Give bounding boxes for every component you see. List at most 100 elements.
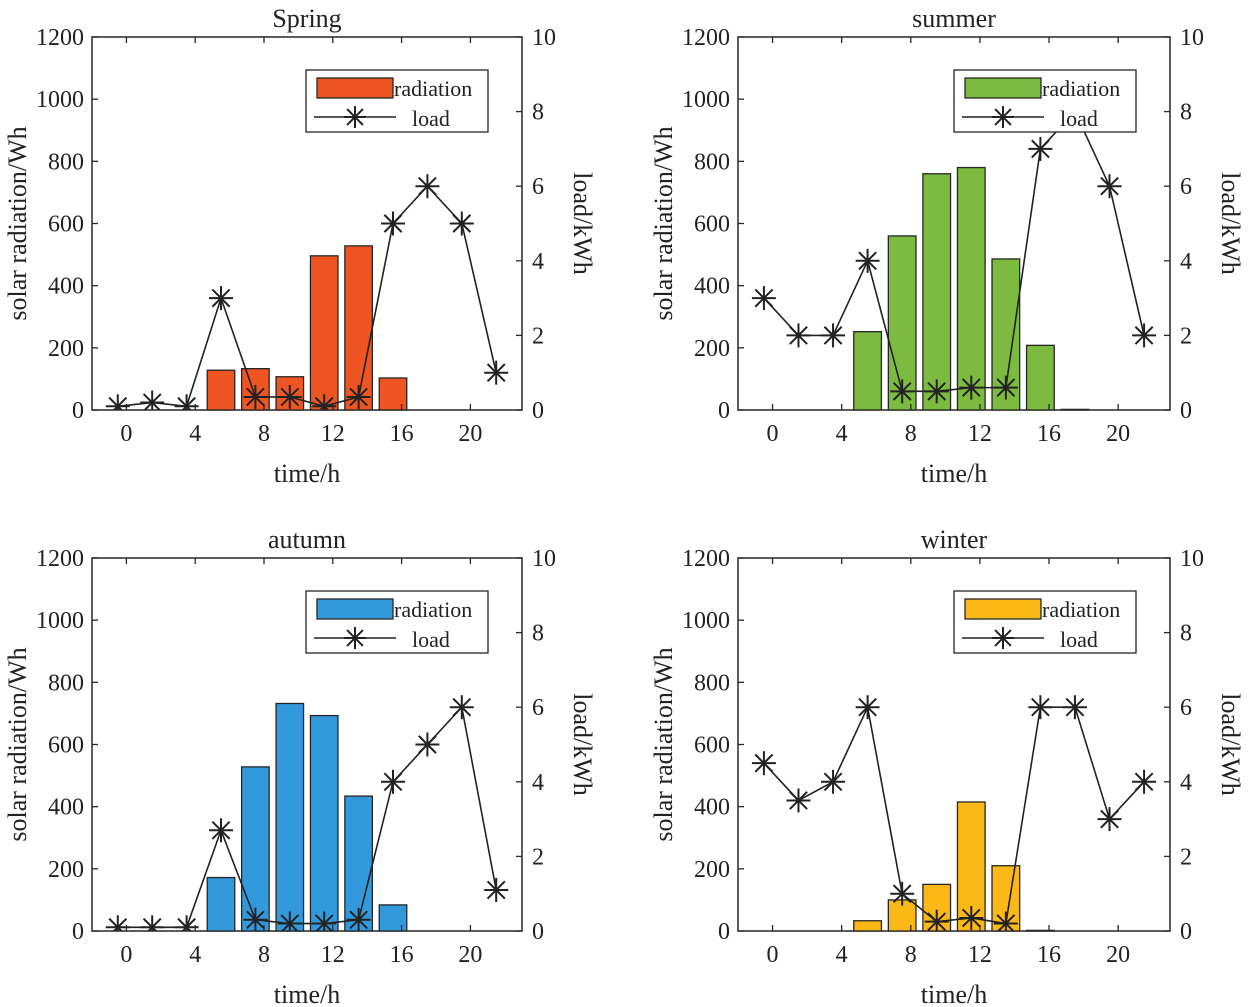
- bar: [309, 714, 339, 932]
- load-point: [993, 375, 1018, 400]
- x-tick-label: 12: [968, 421, 992, 447]
- load-point: [415, 732, 440, 757]
- y2-tick-label: 4: [1180, 770, 1192, 796]
- load-point-d2: [319, 396, 334, 410]
- legend-line-marker: [344, 627, 366, 649]
- bar: [922, 173, 952, 411]
- load-point-d2: [349, 910, 368, 930]
- load-point-d2: [823, 326, 843, 345]
- load-point: [821, 323, 846, 348]
- load-point: [821, 769, 846, 794]
- load-point-d2: [754, 753, 774, 773]
- x-tick-label: 0: [767, 421, 779, 447]
- y2-axis-label: load/kWh: [568, 693, 597, 796]
- load-point-d2: [418, 735, 437, 754]
- y-tick-label: 200: [694, 336, 730, 362]
- x-tick-label: 12: [321, 421, 345, 447]
- load-point: [381, 769, 405, 794]
- x-tick-label: 4: [189, 421, 201, 447]
- bar: [378, 377, 408, 411]
- legend-line-marker: [344, 106, 366, 128]
- y-tick-label: 400: [694, 274, 730, 300]
- x-tick-label: 4: [836, 942, 848, 968]
- legend-bar-swatch: [316, 77, 394, 99]
- load-series: [751, 695, 1157, 931]
- load-point-d2: [754, 288, 774, 308]
- load-point: [449, 211, 474, 236]
- load-point-d2: [383, 772, 403, 792]
- legend-line-marker-d2: [994, 629, 1012, 647]
- x-axis-label: time/h: [921, 980, 987, 1007]
- y2-tick-label: 2: [532, 844, 544, 870]
- load-point-d2: [181, 917, 196, 931]
- chart-title: autumn: [268, 525, 346, 554]
- load-point: [243, 384, 268, 409]
- load-point-d2: [349, 387, 368, 407]
- y-tick-label: 800: [694, 149, 730, 175]
- load-point: [277, 911, 302, 931]
- y-tick-label: 600: [694, 733, 730, 759]
- load-point-d2: [996, 914, 1016, 931]
- load-point-d2: [452, 697, 472, 717]
- load-point-d2: [961, 378, 981, 397]
- load-point: [959, 375, 984, 400]
- load-point: [855, 248, 880, 273]
- load-point-d2: [927, 912, 947, 931]
- load-point-d2: [789, 791, 808, 810]
- x-tick-label: 8: [905, 421, 917, 447]
- legend-line-label: load: [412, 106, 450, 131]
- y2-tick-label: 8: [1180, 621, 1192, 647]
- y-tick-label: 200: [48, 857, 84, 883]
- load-point-d2: [858, 697, 877, 717]
- load-point: [924, 909, 949, 931]
- y2-tick-label: 0: [532, 398, 544, 424]
- y2-tick-label: 0: [532, 919, 544, 945]
- y2-tick-label: 10: [532, 546, 556, 572]
- y-tick-label: 1000: [36, 87, 84, 113]
- y-tick-label: 1200: [682, 25, 730, 51]
- load-point: [381, 211, 405, 236]
- chart-title: summer: [912, 4, 996, 33]
- load-point-d2: [452, 214, 472, 233]
- bar: [1025, 929, 1055, 932]
- load-series: [105, 174, 509, 410]
- y-tick-label: 600: [48, 733, 84, 759]
- y-tick-label: 1200: [682, 546, 730, 572]
- y2-axis-label: load/kWh: [568, 172, 597, 275]
- chart-spring: 0 4 8 12 16 200200400600800100012000246810Spr…: [3, 4, 597, 488]
- load-point: [786, 323, 811, 348]
- y-tick-label: 1200: [36, 25, 84, 51]
- y-tick-label: 600: [694, 212, 730, 238]
- y2-tick-label: 0: [1180, 919, 1192, 945]
- chart-autumn: 0 4 8 12 16 200200400600800100012000246810aut…: [3, 525, 597, 1007]
- load-point-d2: [486, 363, 506, 383]
- load-point-d2: [315, 914, 334, 931]
- x-axis-label: time/h: [274, 980, 340, 1007]
- x-tick-label: 8: [258, 942, 270, 968]
- legend-bar-swatch: [964, 77, 1042, 99]
- legend-line-marker: [992, 106, 1014, 128]
- load-point: [140, 915, 165, 931]
- y-tick-label: 0: [718, 919, 730, 945]
- load-point-d2: [1065, 697, 1085, 717]
- y2-tick-label: 6: [532, 695, 544, 721]
- load-point-d2: [418, 176, 437, 196]
- load-point: [1132, 323, 1157, 348]
- load-point: [484, 877, 509, 902]
- chart-winter: 0 4 8 12 16 200200400600800100012000246810win…: [649, 525, 1245, 1007]
- load-point-d2: [892, 884, 912, 904]
- x-tick-label: 4: [189, 942, 201, 968]
- chart-title: winter: [921, 525, 988, 554]
- legend-bar-label: radiation: [394, 597, 472, 622]
- x-tick-label: 20: [1106, 942, 1130, 968]
- y2-tick-label: 2: [532, 323, 544, 349]
- load-series: [105, 695, 509, 931]
- y-tick-label: 200: [48, 336, 84, 362]
- y2-tick-label: 10: [1180, 546, 1204, 572]
- legend-line-marker-d2: [346, 629, 364, 647]
- x-tick-label: 20: [1106, 421, 1130, 447]
- load-point-d2: [280, 914, 300, 931]
- load-point-d2: [823, 772, 843, 792]
- load-point-d2: [147, 917, 162, 931]
- y2-tick-label: 4: [1180, 249, 1192, 275]
